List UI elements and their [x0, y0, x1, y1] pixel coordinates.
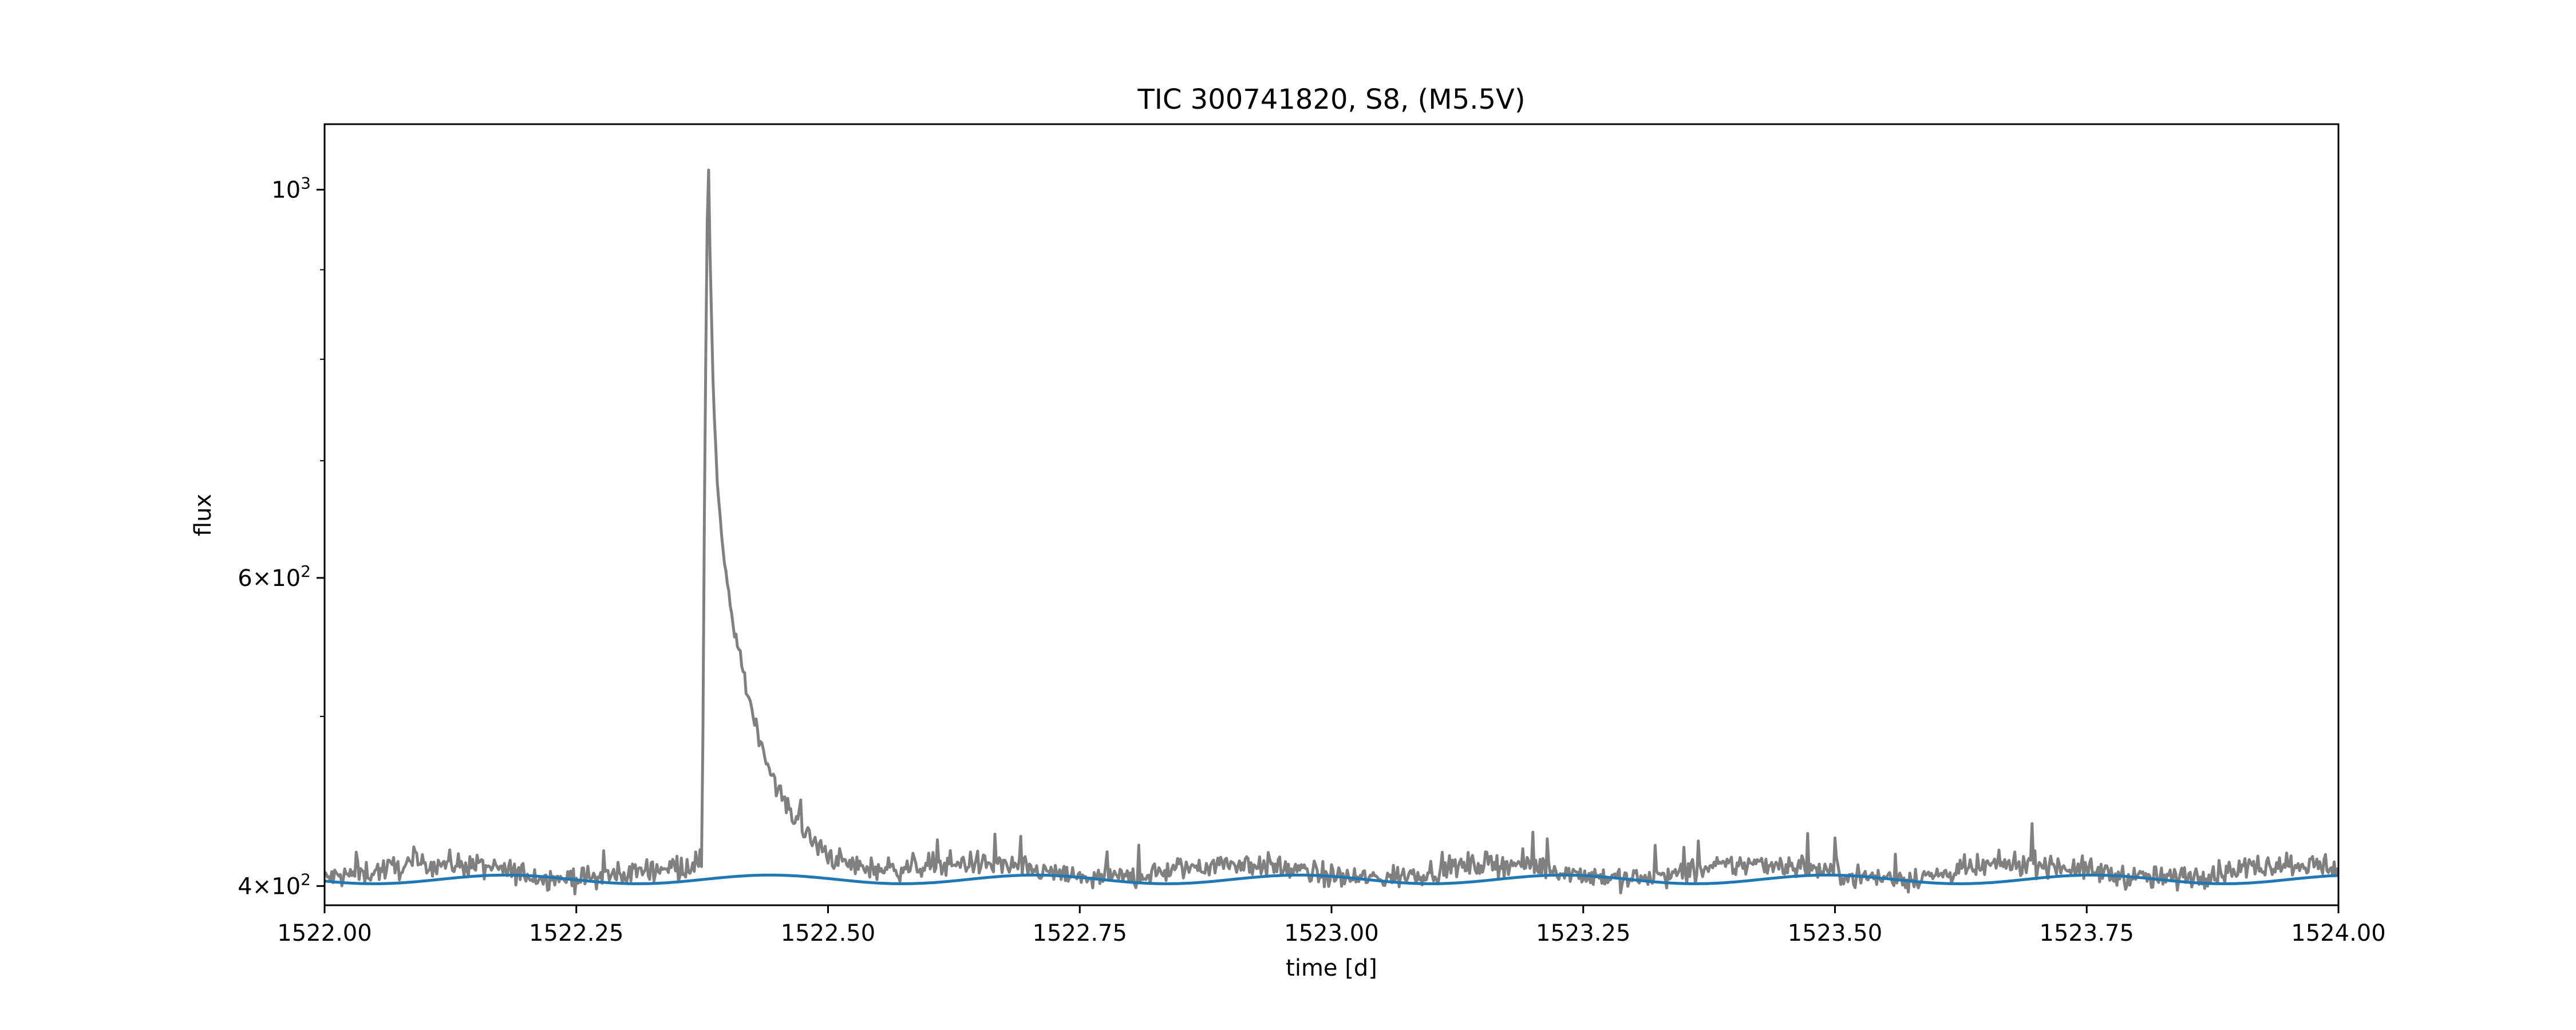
- x-tick-label: 1524.00: [2291, 920, 2385, 946]
- x-tick-label: 1523.25: [1536, 920, 1630, 946]
- flux-series-line: [325, 168, 2338, 896]
- y-tick-label: 6×102: [238, 562, 311, 592]
- x-tick-label: 1522.00: [277, 920, 372, 946]
- x-tick-label: 1522.50: [781, 920, 875, 946]
- y-tick-label: 103: [271, 173, 311, 203]
- x-tick-label: 1523.00: [1284, 920, 1378, 946]
- x-axis-label: time [d]: [1286, 955, 1377, 981]
- x-tick-label: 1522.75: [1033, 920, 1127, 946]
- series-layer: [325, 168, 2338, 896]
- y-axis-label: flux: [190, 494, 216, 536]
- x-tick-label: 1523.75: [2040, 920, 2134, 946]
- x-tick-label: 1522.25: [529, 920, 623, 946]
- y-tick-label: 4×102: [238, 870, 311, 900]
- x-axis: 1522.00 1522.25 1522.50 1522.75 1523.00 1523.…: [277, 905, 2386, 946]
- x-tick-label: 1523.50: [1788, 920, 1882, 946]
- model-series-line: [325, 873, 2338, 885]
- y-axis: 4×102 6×102 103: [238, 173, 325, 900]
- chart-title: TIC 300741820, S8, (M5.5V): [1137, 84, 1525, 116]
